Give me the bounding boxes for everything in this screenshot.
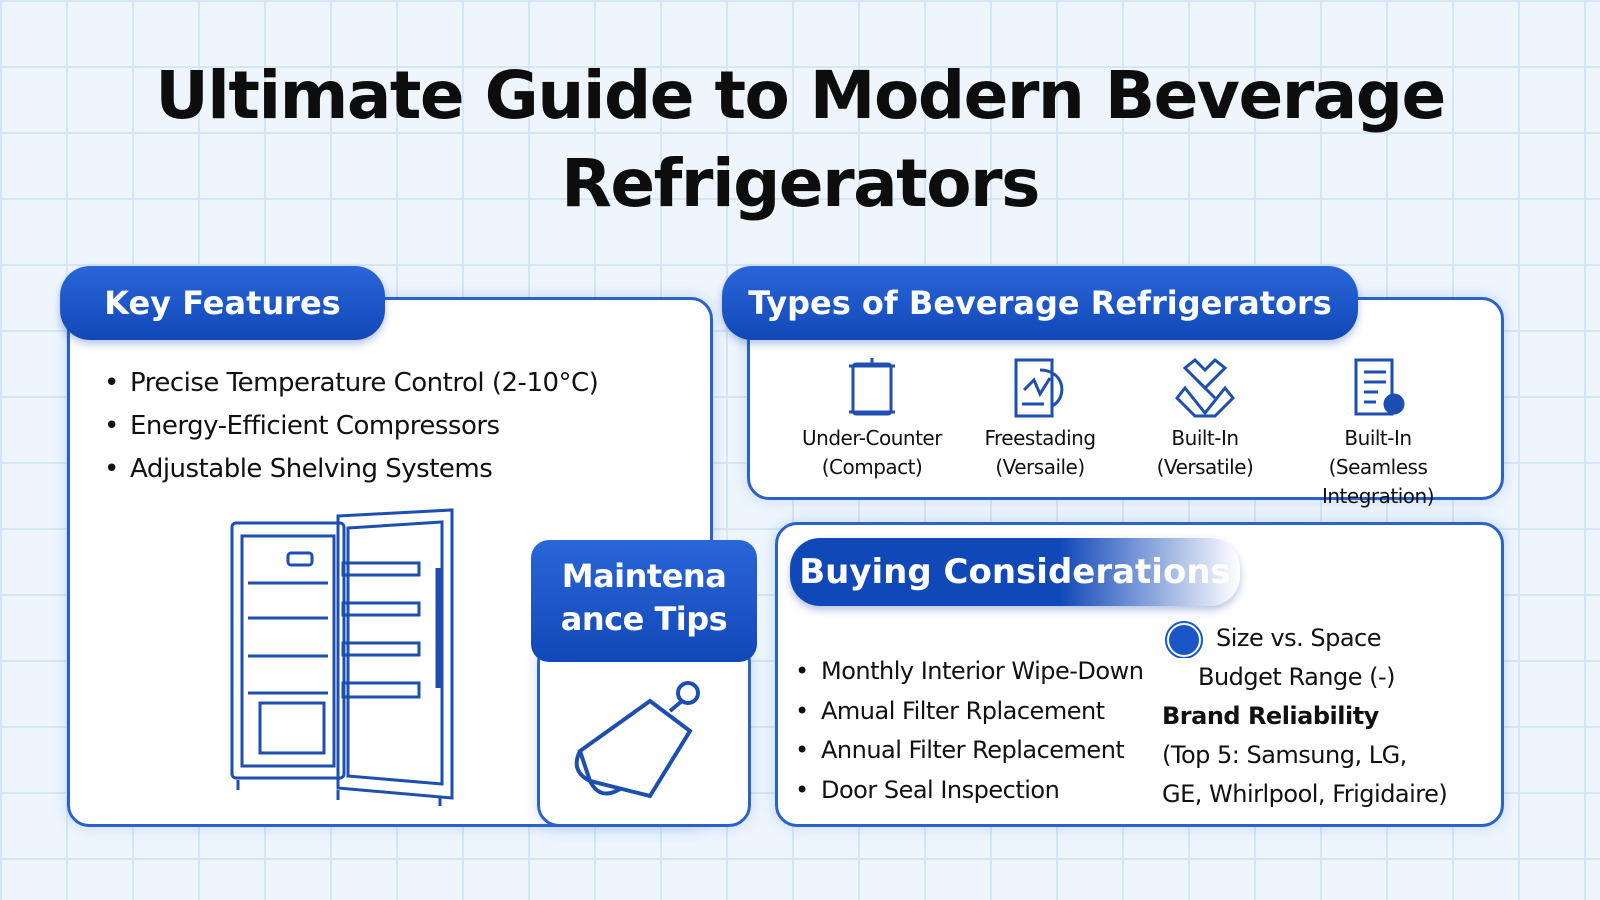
maintenance-header: Maintena ance Tips [531, 540, 757, 662]
list-item: Monthly Interior Wipe-Down [795, 652, 1144, 692]
list-item: Annual Filter Replacement [795, 731, 1143, 771]
type-label: Built-In [1171, 426, 1239, 450]
title-line-1: Ultimate Guide to Modern Beverage [155, 57, 1446, 134]
key-features-list: Precise Temperature Control (2-10°C) Ene… [104, 362, 599, 491]
list-item: Door Seal Inspection [795, 771, 1143, 811]
type-label: Built-In [1344, 426, 1412, 450]
document-list-icon [1354, 358, 1405, 416]
type-label: Freestading [984, 426, 1096, 450]
title-line-2: Refrigerators [561, 145, 1040, 222]
budget-label: Budget Range (-) [1198, 663, 1396, 691]
type-under-counter: Under-Counter (Compact) [782, 358, 962, 482]
size-label: Size vs. Space [1216, 623, 1382, 652]
brand-label: Brand Reliability [1162, 702, 1379, 730]
types-header: Types of Beverage Refrigerators [722, 266, 1358, 340]
cabinet-icon [849, 358, 895, 416]
maintenance-header-line-2: ance Tips [560, 600, 728, 638]
maintenance-list: Monthly Interior Wipe-Down Amual Filter … [795, 652, 1144, 811]
type-label: Under-Counter [802, 426, 942, 450]
list-item: Adjustable Shelving Systems [104, 448, 598, 491]
buying-considerations: Size vs. Space Budget Range (-) Brand Re… [1162, 618, 1448, 814]
type-sublabel: (Versaile) [995, 455, 1085, 479]
page-title: Ultimate Guide to Modern Beverage Refrig… [0, 52, 1600, 228]
list-item: Energy-Efficient Compressors [104, 405, 598, 448]
buying-header: Buying Considerations [790, 538, 1240, 606]
size-icon [1165, 621, 1203, 658]
key-features-header: Key Features [60, 266, 385, 340]
document-chart-icon [1014, 358, 1064, 418]
maintenance-header-line-1: Maintena [561, 557, 727, 595]
type-built-in: Built-In (Versatile) [1115, 358, 1295, 482]
type-sublabel: (Seamless Integration) [1321, 455, 1435, 508]
brands-line-1: (Top 5: Samsung, LG, [1162, 741, 1407, 769]
list-item: Amual Filter Rplacement [795, 692, 1143, 732]
type-freestanding: Freestading (Versaile) [950, 358, 1130, 482]
refrigerator-icon [230, 508, 454, 806]
type-sublabel: (Versatile) [1156, 455, 1254, 479]
brands-line-2: GE, Whirlpool, Frigidaire) [1162, 780, 1448, 808]
type-sublabel: (Compact) [821, 455, 923, 479]
cleaning-tag-icon [574, 681, 700, 799]
puzzle-icon [1175, 358, 1235, 418]
list-item: Precise Temperature Control (2-10°C) [104, 362, 599, 405]
maintenance-panel [537, 640, 751, 827]
type-built-in-seamless: Built-In (Seamless Integration) [1278, 358, 1478, 511]
